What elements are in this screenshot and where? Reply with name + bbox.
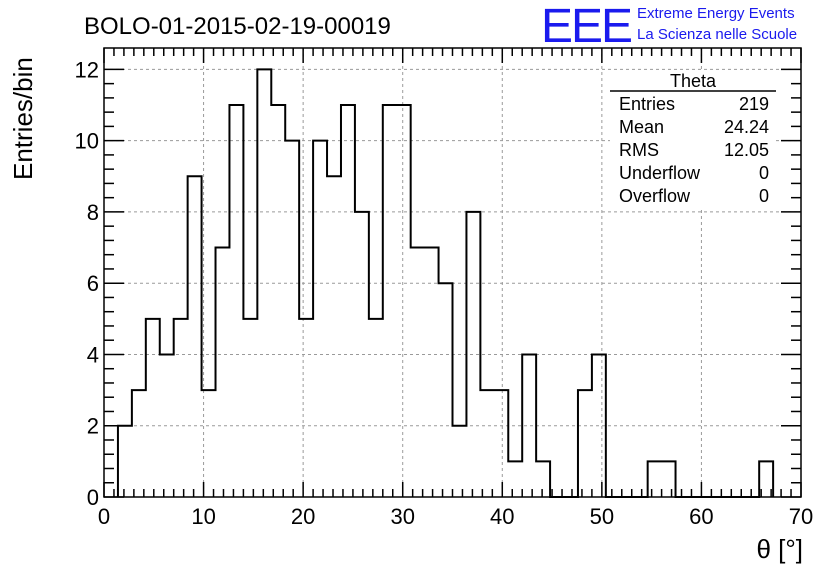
stats-rows: Entries 219 Mean 24.24 RMS 12.05 Underflow 0 Ove… [619,94,769,206]
y-tick-label: 12 [75,57,99,82]
stats-value: 219 [739,94,769,114]
stats-value: 0 [759,186,769,206]
y-axis-title: Entries/bin [8,57,38,180]
stats-box-title: Theta [670,71,717,91]
stats-value: 0 [759,163,769,183]
eee-logo-mark: EEE [541,0,631,53]
x-tick-label: 20 [291,504,315,529]
stats-label: Underflow [619,163,701,183]
stats-value: 24.24 [724,117,769,137]
stats-label: Entries [619,94,675,114]
x-axis-title: θ [°] [756,534,803,564]
stats-value: 12.05 [724,140,769,160]
x-tick-label: 40 [490,504,514,529]
x-tick-label: 30 [390,504,414,529]
logo-line-1: Extreme Energy Events [637,5,795,22]
y-tick-label: 0 [87,485,99,510]
stats-label: Overflow [619,186,691,206]
logo-line-2: La Scienza nelle Scuole [637,26,797,43]
y-tick-label: 6 [87,271,99,296]
run-title: BOLO-01-2015-02-19-00019 [84,13,391,40]
y-tick-label: 4 [87,342,99,367]
x-tick-label: 70 [789,504,813,529]
y-tick-label: 10 [75,129,99,154]
tick-marks [103,48,802,498]
y-tick-label: 2 [87,414,99,439]
stats-label: Mean [619,117,664,137]
x-tick-label: 50 [590,504,614,529]
y-tick-label: 8 [87,200,99,225]
x-tick-label: 0 [98,504,110,529]
x-tick-label: 60 [689,504,713,529]
stats-box: Theta Entries 219 Mean 24.24 RMS 12.05 Underfl… [610,70,776,210]
stats-label: RMS [619,140,659,160]
stats-box-background [610,70,776,210]
x-tick-label: 10 [191,504,215,529]
tick-labels: 0 10 20 30 40 50 60 70 0 2 4 6 8 10 12 [75,57,814,529]
